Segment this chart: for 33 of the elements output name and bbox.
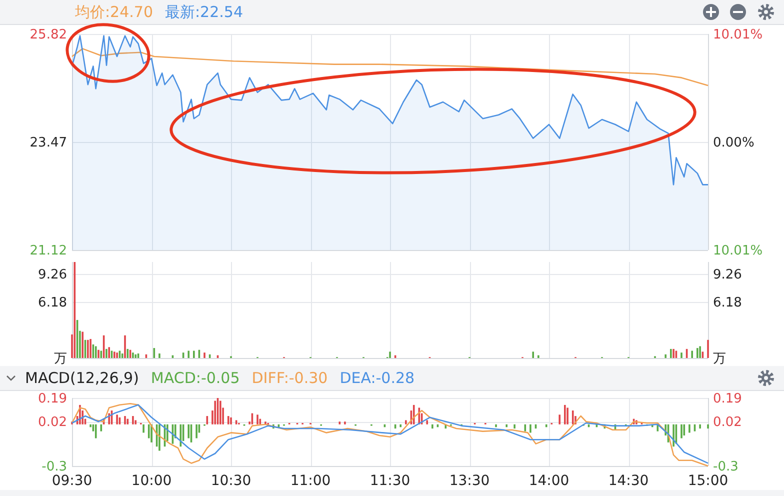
y-tick-label: 21.12 [30,244,67,258]
text: DIFF:-0.30 [252,369,328,387]
x-tick-label: 09:30 [52,473,92,489]
y2-tick-label: 6.18 [713,296,742,311]
y2-tick-label: 0.02 [713,415,742,430]
x-tick-label: 13:30 [449,473,490,489]
y-tick-label: 6.18 [38,296,67,311]
chart-title: MACD(12,26,9) [25,369,139,387]
x-tick-label: 10:30 [210,473,252,489]
x-tick-label: 14:30 [608,473,649,489]
x-tick-label: 15:00 [688,473,728,489]
y2-tick-label: 10.01% [713,244,763,258]
text: 最新:22.54 [165,3,243,21]
text: MACD:-0.05 [150,369,240,387]
series-label: 均价:24.70 [74,3,153,21]
y2-tick-label: 10.01% [713,28,763,42]
y2-tick-label: 9.26 [713,268,742,283]
x-tick-label: 11:00 [290,473,331,489]
y-tick-label: -0.3 [42,460,67,474]
text: DEA:-0.28 [340,369,415,387]
y-tick-label: 9.26 [38,268,67,283]
y-tick-label: 0.19 [38,392,67,406]
y-tick-label: 万 [54,352,67,366]
y-tick-label: 25.82 [30,28,67,42]
y-tick-label: 23.47 [30,136,67,150]
y2-tick-label: -0.3 [713,460,738,474]
x-tick-label: 11:30 [370,473,410,489]
x-tick-label: 10:00 [131,473,172,489]
y2-tick-label: 0.00% [713,136,754,150]
x-tick-label: 14:00 [528,473,570,489]
y2-tick-label: 万 [713,352,726,366]
y-tick-label: 0.02 [38,415,67,430]
y2-tick-label: 0.19 [713,392,742,406]
